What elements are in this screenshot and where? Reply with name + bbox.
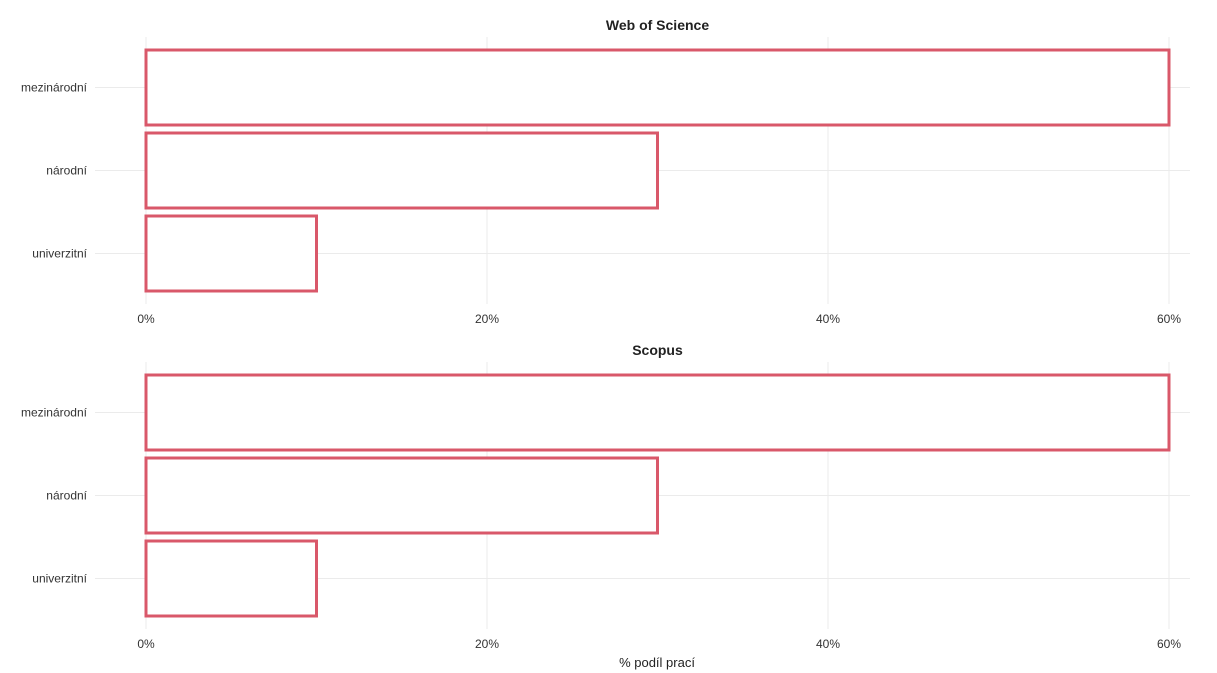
- y-tick-label: mezinárodní: [21, 81, 88, 95]
- bar: [144, 48, 1171, 127]
- y-tick-label: národní: [46, 164, 87, 178]
- bar: [144, 373, 1171, 452]
- facet-panel: Web of Science mezinárodní národní univerzi…: [21, 17, 1190, 326]
- x-tick-label: 20%: [475, 637, 499, 651]
- facets-layer: Web of Science mezinárodní národní univerzi…: [21, 17, 1190, 651]
- y-tick-label: univerzitní: [32, 247, 87, 261]
- x-tick-label: 60%: [1157, 312, 1181, 326]
- x-axis-title: % podíl prací: [619, 655, 695, 670]
- facet-panel: Scopus mezinárodní národní univerzitní 0% 20%…: [21, 342, 1190, 651]
- y-tick-label: mezinárodní: [21, 406, 88, 420]
- x-tick-label: 0%: [137, 637, 155, 651]
- bar: [144, 456, 659, 535]
- y-tick-label: národní: [46, 489, 87, 503]
- x-tick-label: 0%: [137, 312, 155, 326]
- bar: [144, 539, 318, 618]
- bar: [144, 214, 318, 293]
- facet-title: Web of Science: [606, 17, 709, 33]
- x-tick-label: 20%: [475, 312, 499, 326]
- x-tick-label: 60%: [1157, 637, 1181, 651]
- y-tick-label: univerzitní: [32, 572, 87, 586]
- x-tick-label: 40%: [816, 637, 840, 651]
- facet-title: Scopus: [632, 342, 683, 358]
- x-tick-label: 40%: [816, 312, 840, 326]
- bar: [144, 131, 659, 210]
